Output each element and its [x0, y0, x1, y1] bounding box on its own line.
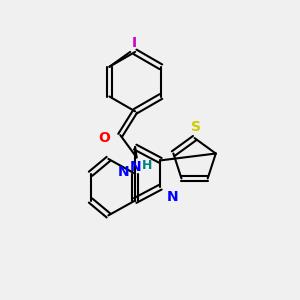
Text: N: N	[129, 160, 141, 174]
Text: S: S	[191, 120, 201, 134]
Text: N: N	[166, 190, 178, 204]
Text: H: H	[142, 159, 152, 172]
Text: I: I	[132, 36, 137, 50]
Text: O: O	[98, 131, 110, 145]
Text: N: N	[118, 165, 129, 179]
